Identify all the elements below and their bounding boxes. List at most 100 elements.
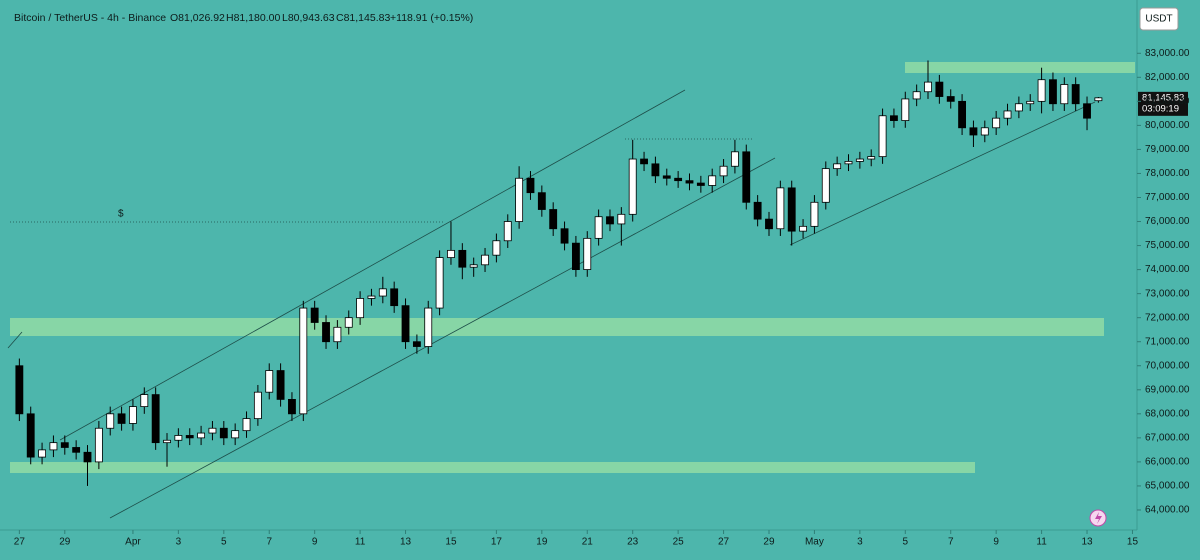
candle-body <box>38 449 46 458</box>
candle-body <box>1037 79 1046 102</box>
candle-body <box>719 165 728 177</box>
support-zone <box>10 318 1104 336</box>
x-tick-label: 9 <box>993 537 999 548</box>
x-tick-label: 13 <box>400 537 412 548</box>
trend-line <box>789 101 1096 246</box>
candle-body <box>571 242 580 271</box>
candle-body <box>469 264 478 268</box>
x-tick-label: 25 <box>673 537 685 548</box>
y-tick-label: 73,000.00 <box>1145 288 1190 299</box>
y-tick-label: 79,000.00 <box>1145 144 1190 155</box>
candle-body <box>890 115 898 121</box>
candle-body <box>1060 84 1069 105</box>
candle-body <box>1049 79 1057 105</box>
candle-body <box>288 399 296 415</box>
annotation: $ <box>118 209 124 220</box>
x-tick-label: 23 <box>627 537 639 548</box>
candle-body <box>606 216 614 225</box>
x-tick-label: 7 <box>266 537 272 548</box>
alert-bolt <box>1095 512 1102 524</box>
candle-body <box>310 307 319 323</box>
trend-line <box>7 331 23 349</box>
y-tick-label: 66,000.00 <box>1145 457 1190 468</box>
candle-body <box>344 317 353 328</box>
candle-body <box>821 168 830 203</box>
candle-body <box>458 249 467 268</box>
currency-label[interactable]: USDT <box>1145 14 1172 25</box>
candle-body <box>935 81 944 97</box>
last-price: 81,145.83 <box>1142 92 1184 103</box>
candle-body <box>1003 110 1012 119</box>
candle-body <box>447 249 455 258</box>
x-tick-label: 5 <box>903 537 909 548</box>
ohlc-open: O81,026.92 <box>170 12 225 24</box>
candle-body <box>333 326 342 343</box>
candle-body <box>924 81 932 93</box>
channel-bottom <box>109 157 776 519</box>
candle-body <box>765 218 773 230</box>
candle-body <box>992 117 1001 129</box>
x-tick-label: May <box>805 537 824 548</box>
x-tick-label: 15 <box>445 537 457 548</box>
candle-body <box>594 216 603 239</box>
candle-body <box>49 442 58 451</box>
y-tick-label: 64,000.00 <box>1145 505 1190 516</box>
y-tick-label: 78,000.00 <box>1145 168 1190 179</box>
candle-body <box>185 435 194 439</box>
x-tick-label: 17 <box>491 537 503 548</box>
candle-body <box>787 187 796 232</box>
x-tick-label: 13 <box>1081 537 1093 548</box>
y-tick-label: 69,000.00 <box>1145 384 1190 395</box>
candle-body <box>560 228 569 244</box>
candle-body <box>492 240 501 256</box>
x-tick-label: 11 <box>1036 537 1047 548</box>
candle-body <box>878 115 887 158</box>
currency-button[interactable] <box>1139 7 1179 31</box>
candle-body <box>844 161 853 165</box>
candle-body <box>980 127 989 136</box>
y-tick-label: 67,000.00 <box>1145 433 1190 444</box>
candle-body <box>696 182 705 186</box>
candle-body <box>537 192 546 210</box>
ohlc-change: +118.91 (+0.15%) <box>390 12 473 24</box>
y-tick-label: 80,000.00 <box>1145 120 1190 131</box>
candle-body <box>617 213 626 225</box>
demand-zone <box>10 462 975 473</box>
candle-body <box>958 100 967 129</box>
candle-body <box>94 427 103 463</box>
candle-body <box>265 370 274 393</box>
candle-body <box>117 413 126 424</box>
countdown: 03:09:19 <box>1142 103 1179 114</box>
candle-body <box>15 365 24 415</box>
candle-body <box>242 418 251 432</box>
candle-body <box>1071 84 1080 105</box>
x-tick-label: Apr <box>125 537 141 548</box>
candle-body <box>367 295 376 299</box>
candle-body <box>651 163 660 177</box>
x-tick-label: 29 <box>763 537 775 548</box>
ohlc-high: H81,180.00 <box>226 12 280 24</box>
candle-body <box>946 96 955 102</box>
candle-body <box>515 177 524 222</box>
candle-body <box>901 98 910 121</box>
candle-body <box>799 225 807 232</box>
candle-body <box>1026 100 1035 105</box>
candle-body <box>231 430 240 439</box>
candle-body <box>1094 97 1103 102</box>
x-tick-label: 27 <box>718 537 730 548</box>
candle-body <box>583 237 592 271</box>
candle-body <box>151 394 160 444</box>
candle-body <box>208 427 217 434</box>
candle-body <box>60 442 69 448</box>
candle-body <box>219 427 228 439</box>
candle-body <box>662 175 671 179</box>
ohlc-close: C81,145.83 <box>336 12 390 24</box>
y-tick-label: 76,000.00 <box>1145 216 1190 227</box>
candle-body <box>26 413 35 458</box>
y-tick-label: 81,000.00 <box>1145 96 1190 107</box>
candle-body <box>276 370 285 400</box>
candle-body <box>628 158 637 215</box>
candle-body <box>481 254 489 266</box>
